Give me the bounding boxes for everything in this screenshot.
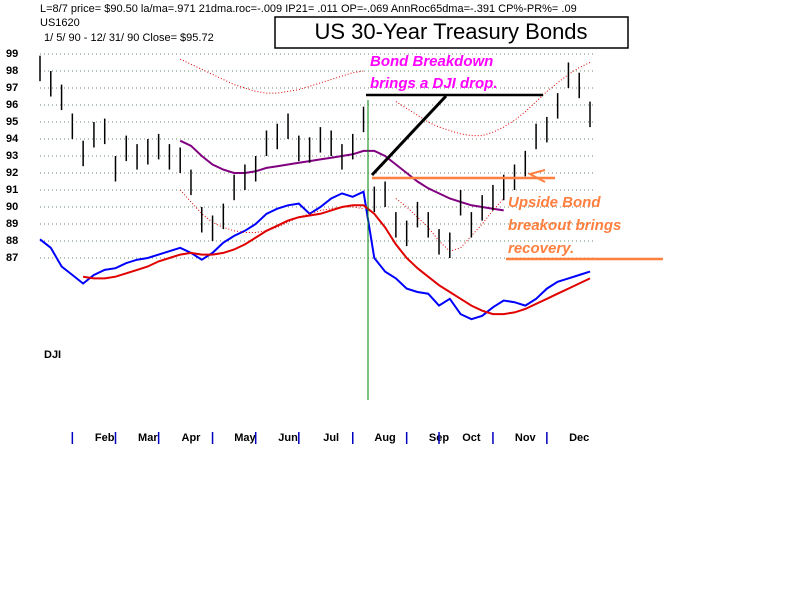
y-tick-label: 92	[6, 167, 18, 179]
y-tick-label: 91	[6, 184, 18, 196]
line-series	[82, 204, 591, 316]
symbol: US1620	[40, 17, 80, 29]
annotation-text: Upside Bond	[508, 194, 601, 211]
y-tick-label: 88	[6, 235, 18, 247]
x-tick-label: Jun	[278, 432, 298, 444]
line-series	[39, 190, 591, 321]
annotation-text: recovery.	[508, 240, 574, 257]
y-tick-label: 87	[6, 252, 18, 264]
y-tick-label: 93	[6, 150, 18, 162]
x-tick-label: Feb	[95, 432, 115, 444]
dji-label: DJI	[44, 349, 61, 361]
header-stats: L=8/7 price= $90.50 la/ma=.971 21dma.roc…	[40, 3, 577, 15]
band-line	[179, 58, 591, 137]
annotation-arrowhead	[527, 169, 546, 183]
y-tick-label: 99	[6, 48, 18, 60]
y-tick-label: 98	[6, 65, 18, 77]
y-tick-label: 89	[6, 218, 18, 230]
x-tick-label: Nov	[515, 432, 537, 444]
y-tick-label: 94	[6, 133, 19, 145]
title-box	[274, 16, 629, 49]
y-tick-label: 95	[6, 116, 18, 128]
x-tick-label: May	[234, 432, 256, 444]
x-tick-label: Oct	[462, 432, 481, 444]
x-tick-label: Apr	[182, 432, 202, 444]
plot: 87 88 89 90 91 92 93 94 95 96 97 98 99 Feb Mar Apr May Ju…	[6, 48, 595, 444]
x-tick-label: Dec	[569, 432, 589, 444]
annotation-text: breakout brings	[508, 217, 621, 234]
x-tick-label: Aug	[374, 432, 395, 444]
annotation-text: Bond Breakdown	[370, 53, 493, 70]
annotation-text: brings a DJI drop.	[370, 75, 498, 92]
y-tick-label: 97	[6, 82, 18, 94]
x-tick-label: Mar	[138, 432, 158, 444]
chart-title: US 30-Year Treasury Bonds	[314, 19, 587, 44]
x-tick-label: Jul	[323, 432, 339, 444]
period: 1/ 5/ 90 - 12/ 31/ 90 Close= $95.72	[44, 32, 214, 44]
y-tick-label: 96	[6, 99, 18, 111]
y-tick-label: 90	[6, 201, 18, 213]
annotation-arrow	[370, 94, 448, 177]
